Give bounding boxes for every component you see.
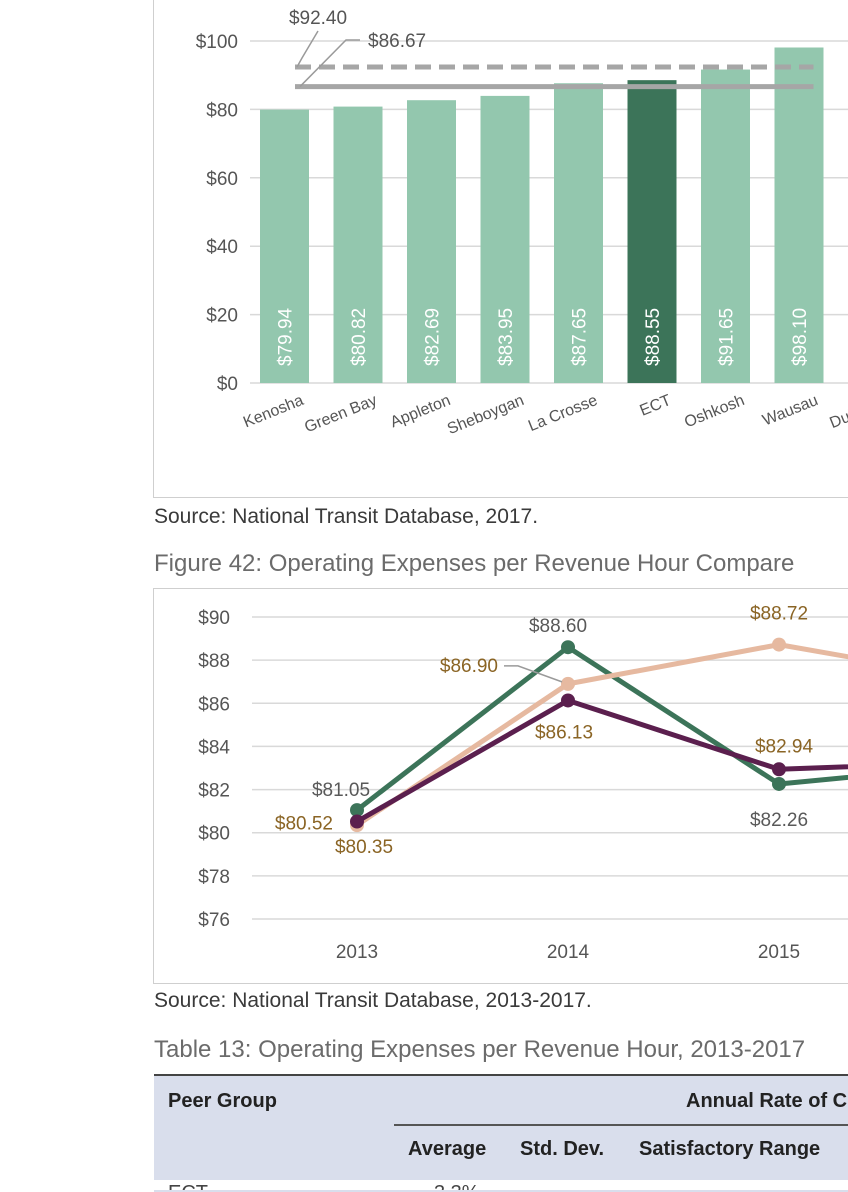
bar-value-label: $82.69	[423, 308, 444, 366]
data-point	[772, 637, 786, 652]
bar-value-label: $79.94	[276, 307, 297, 366]
bar-value-label: $87.65	[570, 308, 591, 366]
figure41-source: Source: National Transit Database, 2017.	[154, 505, 539, 528]
y-tick-label: $80	[206, 100, 238, 121]
y-tick-label: $40	[206, 237, 238, 258]
y-tick-label: $80	[198, 824, 230, 845]
x-tick-label: Appleton	[388, 392, 453, 431]
data-point	[350, 803, 364, 818]
y-tick-label: $76	[198, 910, 230, 931]
y-tick-label: $86	[198, 694, 230, 715]
reference-label-dashed: $92.40	[289, 8, 347, 29]
header-subdivider	[394, 1124, 848, 1126]
bar-value-label: $91.65	[717, 308, 738, 366]
header-satisfactory-range: Satisfactory Range	[639, 1138, 821, 1160]
bar	[701, 69, 750, 383]
x-tick-label: 2015	[758, 942, 800, 963]
y-tick-label: $88	[198, 651, 230, 672]
header-std-dev: Std. Dev.	[520, 1138, 605, 1160]
x-tick-label: Oshkosh	[682, 392, 747, 431]
y-tick-label: $100	[196, 32, 238, 53]
data-label: $82.26	[750, 810, 808, 831]
figure41-bar-chart: $0 $20 $40 $60 $80 $100 $79.94 Kenosha $80.82 Gre…	[196, 8, 848, 438]
figure42-title: Figure 42: Operating Expenses per Revenu…	[154, 550, 795, 577]
header-annual-rate: Annual Rate of C	[686, 1090, 848, 1112]
y-tick-label: $90	[198, 608, 230, 629]
header-average: Average	[408, 1138, 487, 1160]
series-line-peach	[355, 642, 848, 828]
data-point	[772, 776, 786, 791]
data-label: $80.35	[335, 837, 393, 858]
bar	[260, 109, 309, 384]
data-point	[561, 693, 575, 708]
bar-value-label: $88.55	[643, 308, 664, 366]
reference-leader	[299, 39, 360, 88]
bar-value-label: $83.95	[496, 308, 517, 366]
reference-leader	[296, 30, 319, 68]
data-point	[561, 640, 575, 655]
series-line-purple	[355, 697, 848, 824]
figure42-frame	[153, 588, 848, 984]
label-leader	[504, 665, 563, 683]
table-row: ECT 3.3%	[154, 1180, 848, 1190]
x-tick-label: Green Bay	[302, 392, 379, 436]
data-point	[350, 814, 364, 829]
data-label: $86.90	[440, 656, 498, 677]
bar	[627, 80, 677, 383]
y-tick-label: $20	[206, 306, 238, 327]
x-tick-label: ECT	[637, 392, 673, 420]
data-label: $86.13	[535, 722, 593, 743]
x-tick-label: La Crosse	[526, 392, 600, 435]
bar	[333, 106, 383, 384]
y-tick-label: $60	[206, 169, 238, 190]
figure41-frame	[153, 0, 848, 498]
y-tick-label: $0	[217, 374, 238, 395]
y-tick-label: $82	[198, 781, 230, 802]
table13-header: Peer Group Annual Rate of C Average Std.…	[154, 1074, 848, 1192]
reference-label-solid: $86.67	[368, 31, 426, 52]
data-label: $88.72	[750, 604, 808, 625]
x-tick-label: Wausau	[760, 392, 820, 430]
bar	[480, 95, 530, 384]
table13-title: Table 13: Operating Expenses per Revenue…	[154, 1036, 806, 1063]
row-name: ECT	[168, 1182, 208, 1190]
data-label: $88.60	[529, 616, 587, 637]
header-peer-group: Peer Group	[168, 1090, 277, 1112]
x-tick-label: Sheboygan	[445, 392, 526, 438]
series-line-green	[355, 644, 848, 813]
data-point	[561, 676, 575, 691]
x-tick-label: Kenosha	[241, 392, 306, 431]
figure42-source: Source: National Transit Database, 2013-…	[154, 989, 592, 1012]
x-tick-label: 2014	[547, 942, 590, 963]
bar	[774, 47, 824, 384]
y-tick-label: $78	[198, 867, 230, 888]
y-tick-label: $84	[198, 737, 230, 758]
x-tick-label: Dubuque	[827, 392, 848, 432]
data-point	[772, 762, 786, 777]
bar	[554, 83, 603, 383]
data-label: $82.94	[755, 736, 814, 757]
figure42-line-chart: $76$78$80$82$84$86$88$902013201420152016…	[198, 604, 848, 963]
x-tick-label: 2013	[336, 942, 378, 963]
bar-value-label: $98.10	[790, 308, 811, 366]
bar	[407, 100, 456, 384]
data-label: $81.05	[312, 780, 370, 801]
bar-value-label: $80.82	[349, 308, 370, 366]
row-average: 3.3%	[434, 1182, 480, 1190]
data-label: $80.52	[275, 813, 333, 834]
